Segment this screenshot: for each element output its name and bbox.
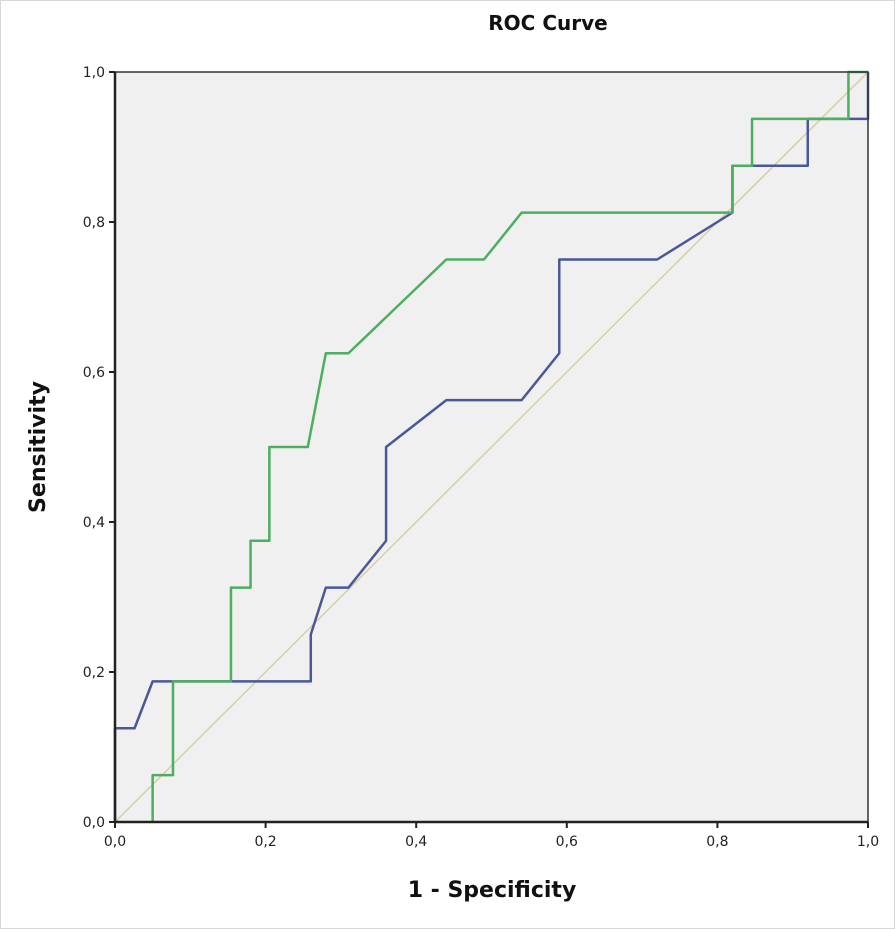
x-tick-label: 1,0 — [857, 834, 879, 850]
x-tick-label: 0,4 — [405, 834, 427, 850]
y-tick-label: 0,8 — [83, 215, 105, 231]
y-tick-label: 0,0 — [83, 815, 105, 831]
y-axis-title: Sensitivity — [26, 381, 51, 513]
chart-title: ROC Curve — [488, 11, 607, 35]
roc-series-1 — [151, 70, 868, 822]
x-tick-label: 0,0 — [104, 834, 126, 850]
y-tick-label: 0,4 — [83, 515, 105, 531]
x-tick-label: 0,6 — [556, 834, 578, 850]
x-axis-title: 1 - Specificity — [408, 878, 577, 903]
y-tick-label: 0,6 — [83, 365, 105, 381]
x-tick-label: 0,2 — [254, 834, 276, 850]
x-tick-label: 0,8 — [706, 834, 728, 850]
roc-series-2 — [114, 71, 869, 823]
y-tick-label: 1,0 — [83, 65, 105, 81]
y-tick-label: 0,2 — [83, 665, 105, 681]
